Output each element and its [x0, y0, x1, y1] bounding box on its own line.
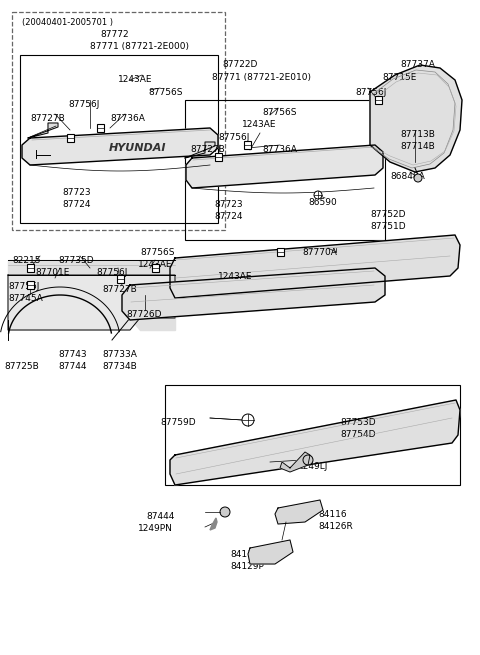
- Bar: [12, 12, 225, 230]
- Text: 87770A: 87770A: [302, 248, 337, 257]
- Text: 1243AE: 1243AE: [218, 272, 252, 281]
- Bar: [276, 248, 284, 256]
- Text: 87771 (87721-2E000): 87771 (87721-2E000): [90, 42, 189, 51]
- Circle shape: [414, 174, 422, 182]
- Text: 87771 (87721-2E010): 87771 (87721-2E010): [212, 73, 311, 82]
- Polygon shape: [280, 452, 310, 472]
- Text: 87756S: 87756S: [140, 248, 175, 257]
- Text: HYUNDAI: HYUNDAI: [109, 143, 167, 153]
- Text: 87745A: 87745A: [8, 294, 43, 303]
- Polygon shape: [275, 500, 323, 524]
- Text: 87756J: 87756J: [218, 133, 250, 142]
- Text: 87727B: 87727B: [30, 114, 65, 123]
- Text: 84126R: 84126R: [318, 522, 353, 531]
- Text: 84129P: 84129P: [230, 562, 264, 571]
- Bar: [96, 124, 104, 132]
- Circle shape: [303, 455, 313, 465]
- Text: 87744: 87744: [58, 362, 86, 371]
- Text: 87701E: 87701E: [35, 268, 70, 277]
- Text: 87756J: 87756J: [8, 282, 39, 291]
- Text: 87727B: 87727B: [190, 145, 225, 154]
- Polygon shape: [28, 123, 58, 138]
- Bar: [374, 96, 382, 104]
- Text: 87743: 87743: [58, 350, 86, 359]
- Bar: [26, 281, 34, 289]
- Polygon shape: [186, 145, 383, 188]
- Polygon shape: [170, 400, 460, 485]
- Text: 87735D: 87735D: [58, 256, 94, 265]
- Circle shape: [314, 191, 322, 199]
- Text: 87726D: 87726D: [126, 310, 161, 319]
- Bar: [185, 100, 385, 240]
- Text: 87737A: 87737A: [400, 60, 435, 69]
- Text: 87723: 87723: [62, 188, 91, 197]
- Polygon shape: [248, 540, 293, 564]
- Text: 1243AE: 1243AE: [138, 260, 172, 269]
- Circle shape: [220, 507, 230, 517]
- Polygon shape: [8, 260, 175, 275]
- Bar: [20, 55, 218, 223]
- Bar: [152, 264, 158, 272]
- Text: 87754D: 87754D: [340, 430, 375, 439]
- Text: 87756J: 87756J: [355, 88, 386, 97]
- Bar: [26, 264, 34, 272]
- Polygon shape: [8, 275, 175, 330]
- Polygon shape: [22, 128, 218, 165]
- Text: 86590: 86590: [308, 198, 337, 207]
- Text: 1243AE: 1243AE: [242, 120, 276, 129]
- Text: 87444: 87444: [146, 512, 174, 521]
- Text: 86848A: 86848A: [390, 172, 425, 181]
- Text: 87725B: 87725B: [4, 362, 39, 371]
- Bar: [215, 153, 221, 161]
- Text: 87752D: 87752D: [370, 210, 406, 219]
- Polygon shape: [370, 65, 462, 172]
- Text: 87713B: 87713B: [400, 130, 435, 139]
- Text: 84116: 84116: [318, 510, 347, 519]
- Text: 87736A: 87736A: [110, 114, 145, 123]
- Text: 87723: 87723: [214, 200, 242, 209]
- Text: 1249LJ: 1249LJ: [298, 462, 328, 471]
- Circle shape: [242, 414, 254, 426]
- Text: (20040401-2005701 ): (20040401-2005701 ): [22, 18, 113, 27]
- Bar: [117, 275, 123, 283]
- Text: 87724: 87724: [62, 200, 91, 209]
- Polygon shape: [210, 518, 217, 530]
- Polygon shape: [185, 142, 215, 158]
- Text: 87715E: 87715E: [382, 73, 416, 82]
- Bar: [165, 385, 460, 485]
- Polygon shape: [122, 268, 385, 320]
- Text: 87724: 87724: [214, 212, 242, 221]
- Text: 87734B: 87734B: [102, 362, 137, 371]
- Text: 87756S: 87756S: [262, 108, 297, 117]
- Text: 87714B: 87714B: [400, 142, 435, 151]
- Text: 87756J: 87756J: [68, 100, 99, 109]
- Text: 87759D: 87759D: [160, 418, 196, 427]
- Text: 87727B: 87727B: [102, 285, 137, 294]
- Text: 87733A: 87733A: [102, 350, 137, 359]
- Text: 1249PN: 1249PN: [138, 524, 173, 533]
- Text: 87756J: 87756J: [96, 268, 127, 277]
- Polygon shape: [130, 318, 175, 330]
- Text: 87736A: 87736A: [262, 145, 297, 154]
- Polygon shape: [170, 235, 460, 298]
- Text: 87772: 87772: [100, 30, 129, 39]
- Text: 82215: 82215: [12, 256, 40, 265]
- Bar: [67, 134, 73, 142]
- Bar: [243, 141, 251, 149]
- Text: 87751D: 87751D: [370, 222, 406, 231]
- Text: 87753D: 87753D: [340, 418, 376, 427]
- Text: 87756S: 87756S: [148, 88, 182, 97]
- Text: 87722D: 87722D: [222, 60, 257, 69]
- Text: 1243AE: 1243AE: [118, 75, 153, 84]
- Text: 84119C: 84119C: [230, 550, 265, 559]
